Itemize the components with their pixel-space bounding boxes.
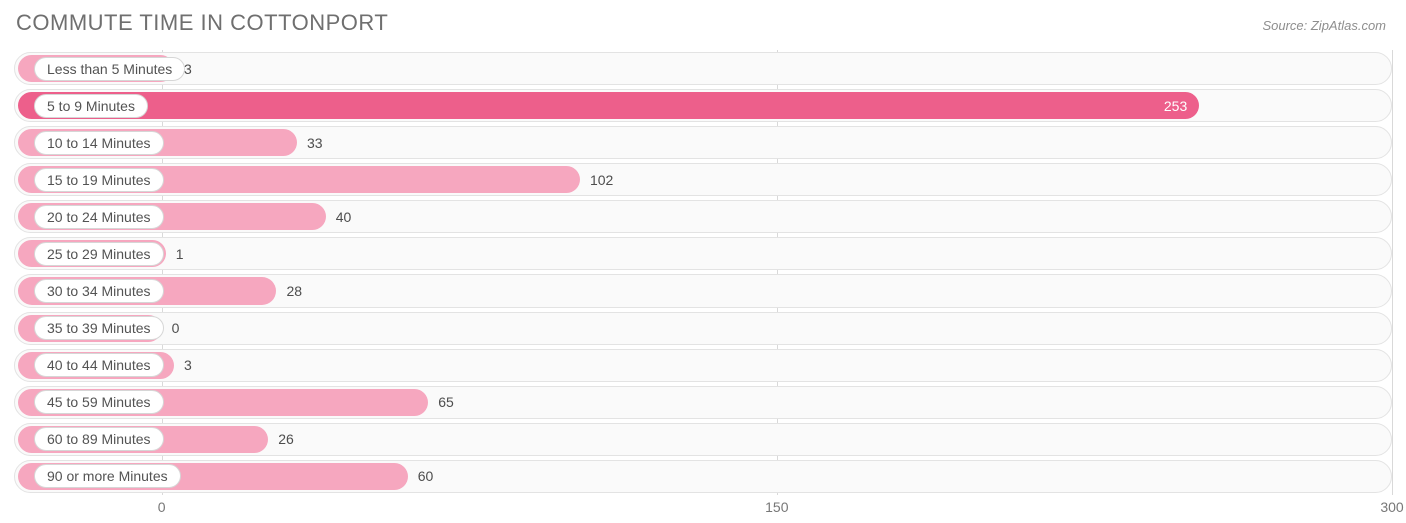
bar-track (14, 312, 1392, 345)
bar-label: 5 to 9 Minutes (34, 94, 148, 118)
bar-label: 90 or more Minutes (34, 464, 181, 488)
bar-label: 25 to 29 Minutes (34, 242, 164, 266)
gridline (1392, 50, 1393, 495)
bars-group: Less than 5 Minutes35 to 9 Minutes25310 … (14, 50, 1392, 495)
bar-row: 15 to 19 Minutes 102 (14, 161, 1392, 198)
bar-row: 45 to 59 Minutes 65 (14, 384, 1392, 421)
bar-label: 15 to 19 Minutes (34, 168, 164, 192)
header: COMMUTE TIME IN COTTONPORT Source: ZipAt… (0, 0, 1406, 40)
bar-label: Less than 5 Minutes (34, 57, 185, 81)
bar-value: 65 (438, 394, 454, 410)
bar-value: 3 (184, 61, 192, 77)
bar-label: 35 to 39 Minutes (34, 316, 164, 340)
bar-row: 35 to 39 Minutes 0 (14, 310, 1392, 347)
bar-value: 0 (172, 320, 180, 336)
bar-value: 40 (336, 209, 352, 225)
bar-row: 60 to 89 Minutes 26 (14, 421, 1392, 458)
bar-row: 5 to 9 Minutes 253 (14, 87, 1392, 124)
bar-track (14, 237, 1392, 270)
chart-container: COMMUTE TIME IN COTTONPORT Source: ZipAt… (0, 0, 1406, 523)
axis-tick-label: 0 (158, 499, 166, 515)
bar-row: Less than 5 Minutes3 (14, 50, 1392, 87)
axis-tick-label: 150 (765, 499, 788, 515)
bar-fill (18, 92, 1199, 119)
axis-tick-label: 300 (1380, 499, 1403, 515)
bar-track (14, 52, 1392, 85)
bar-label: 10 to 14 Minutes (34, 131, 164, 155)
bar-row: 20 to 24 Minutes 40 (14, 198, 1392, 235)
bar-track (14, 349, 1392, 382)
bar-value: 102 (590, 172, 613, 188)
chart-source: Source: ZipAtlas.com (1262, 18, 1386, 33)
bar-value: 28 (286, 283, 302, 299)
bar-value: 253 (1164, 98, 1187, 114)
bar-row: 30 to 34 Minutes 28 (14, 272, 1392, 309)
bar-row: 10 to 14 Minutes 33 (14, 124, 1392, 161)
bar-value: 60 (418, 468, 434, 484)
bar-row: 40 to 44 Minutes 3 (14, 347, 1392, 384)
bar-row: 90 or more Minutes 60 (14, 458, 1392, 495)
bar-row: 25 to 29 Minutes 1 (14, 235, 1392, 272)
bar-value: 26 (278, 431, 294, 447)
bar-value: 33 (307, 135, 323, 151)
bar-value: 3 (184, 357, 192, 373)
bar-label: 45 to 59 Minutes (34, 390, 164, 414)
x-axis: 0150300 (14, 497, 1392, 519)
bar-label: 40 to 44 Minutes (34, 353, 164, 377)
chart-area: Less than 5 Minutes35 to 9 Minutes25310 … (14, 50, 1392, 495)
chart-title: COMMUTE TIME IN COTTONPORT (16, 10, 388, 36)
bar-value: 1 (176, 246, 184, 262)
bar-label: 60 to 89 Minutes (34, 427, 164, 451)
bar-label: 20 to 24 Minutes (34, 205, 164, 229)
bar-label: 30 to 34 Minutes (34, 279, 164, 303)
